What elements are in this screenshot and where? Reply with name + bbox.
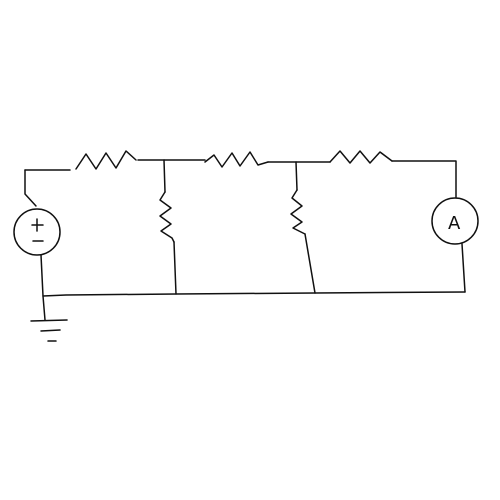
shunt-wire-2-bottom <box>304 233 316 294</box>
shunt-wire-1-bottom <box>173 241 177 295</box>
right-wire-lower <box>461 243 466 293</box>
resistor-top-3 <box>329 150 393 164</box>
resistor-top-1 <box>75 150 137 170</box>
resistor-shunt-1 <box>159 191 175 243</box>
bottom-wire <box>42 291 466 297</box>
resistor-shunt-2 <box>290 189 306 235</box>
plus-sign-icon <box>31 218 44 232</box>
left-wire-lower <box>40 254 46 321</box>
ammeter-circle <box>431 197 479 245</box>
voltage-source-circle <box>13 208 61 256</box>
ammeter-symbol: A <box>448 213 461 234</box>
ground-icon <box>30 319 68 342</box>
left-wire-upper <box>24 169 37 207</box>
resistor-top-2 <box>204 151 269 168</box>
shunt-wire-1-top <box>163 159 166 193</box>
shunt-wire-2-top <box>295 161 298 191</box>
top-wire-right <box>391 160 457 198</box>
